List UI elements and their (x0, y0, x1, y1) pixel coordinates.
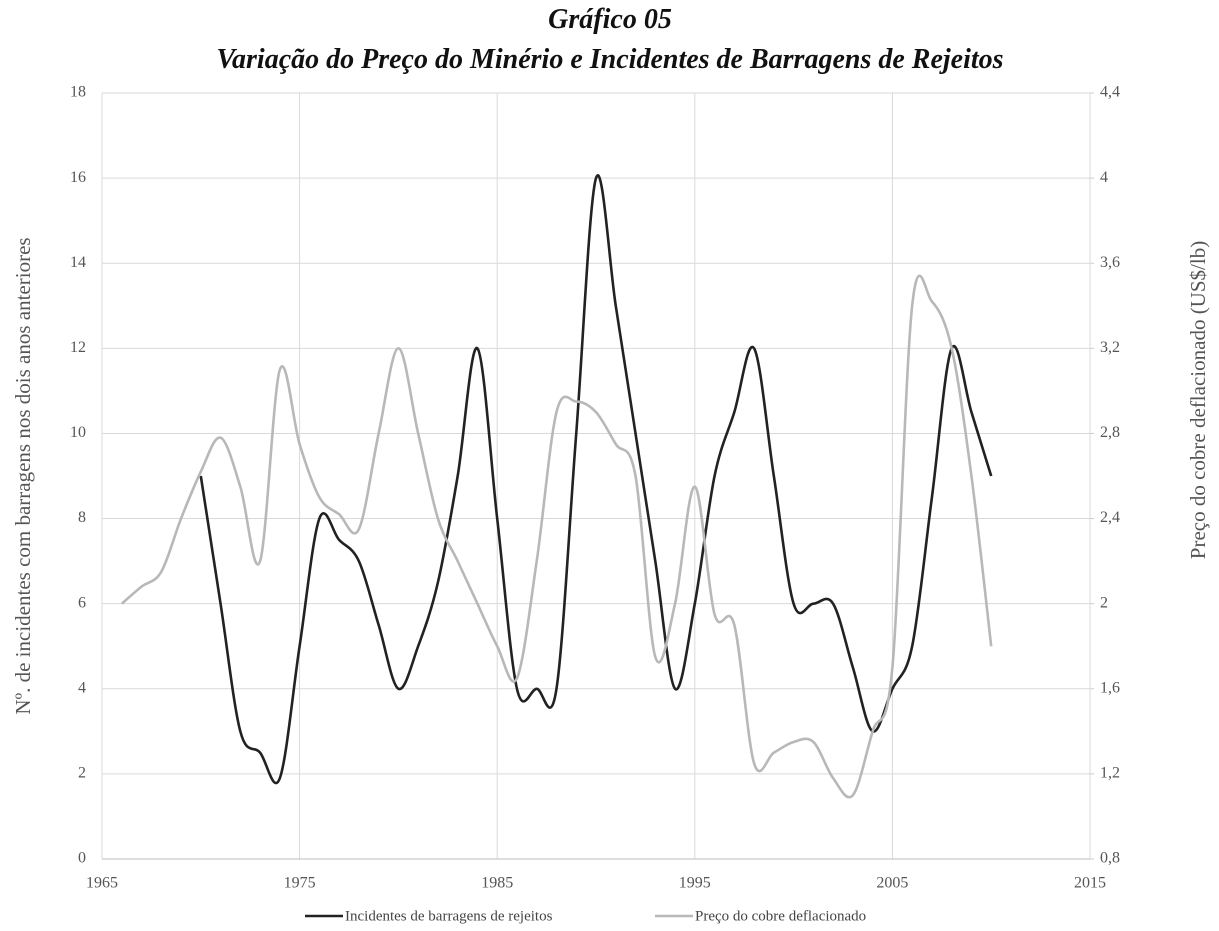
x-tick-label: 2005 (876, 875, 908, 892)
x-tick-label: 1995 (679, 875, 711, 892)
series-line (120, 274, 993, 799)
legend-label: Incidentes de barragens de rejeitos (345, 908, 553, 924)
series-line (199, 174, 993, 785)
legend-label: Preço do cobre deflacionado (695, 908, 866, 924)
chart-title: Gráfico 05 (548, 4, 672, 35)
y2-tick-label: 4 (1100, 169, 1108, 186)
y-tick-label: 6 (78, 594, 86, 611)
y-tick-label: 4 (78, 679, 86, 696)
y-tick-label: 14 (70, 254, 86, 271)
y-axis-label: Nº. de incidentes com barragens nos dois… (11, 237, 35, 714)
y2-tick-label: 1,2 (1100, 765, 1120, 782)
y2-tick-label: 3,6 (1100, 254, 1120, 271)
x-tick-label: 2015 (1074, 875, 1106, 892)
x-tick-label: 1975 (284, 875, 316, 892)
y-tick-label: 12 (70, 339, 86, 356)
y2-tick-label: 2,8 (1100, 424, 1120, 441)
y-tick-label: 18 (70, 84, 86, 101)
x-tick-label: 1965 (86, 875, 118, 892)
y2-tick-label: 4,4 (1100, 84, 1120, 101)
y2-tick-label: 0,8 (1100, 850, 1120, 867)
y2-tick-label: 3,2 (1100, 339, 1120, 356)
y2-tick-label: 1,6 (1100, 679, 1120, 696)
y2-tick-label: 2 (1100, 594, 1108, 611)
y2-tick-label: 2,4 (1100, 509, 1120, 526)
chart-subtitle: Variação do Preço do Minério e Incidente… (216, 44, 1003, 75)
y2-axis-label: Preço do cobre deflacionado (US$/lb) (1186, 241, 1210, 559)
y-tick-label: 16 (70, 169, 86, 186)
y-tick-label: 8 (78, 509, 86, 526)
y-tick-label: 10 (70, 424, 86, 441)
x-tick-label: 1985 (481, 875, 513, 892)
y-tick-label: 0 (78, 850, 86, 867)
y-tick-label: 2 (78, 765, 86, 782)
